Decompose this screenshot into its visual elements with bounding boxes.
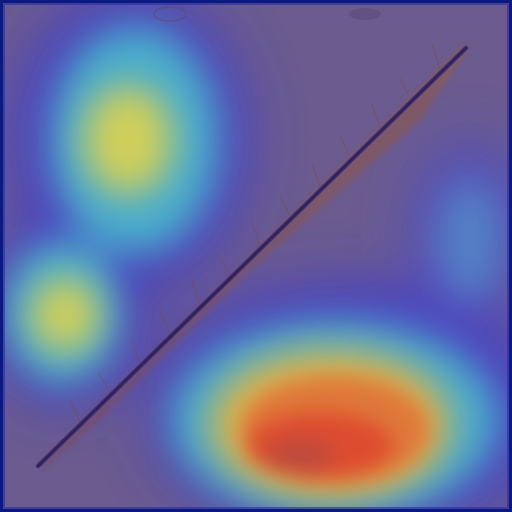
growth-hairs: [69, 44, 441, 424]
blemish-top-center: [153, 6, 187, 22]
diagonal-streak-core: [37, 47, 467, 467]
blemish-top-right: [349, 8, 381, 20]
hot-spot-layer: [240, 375, 430, 485]
plate-inner-border: [3, 3, 509, 509]
